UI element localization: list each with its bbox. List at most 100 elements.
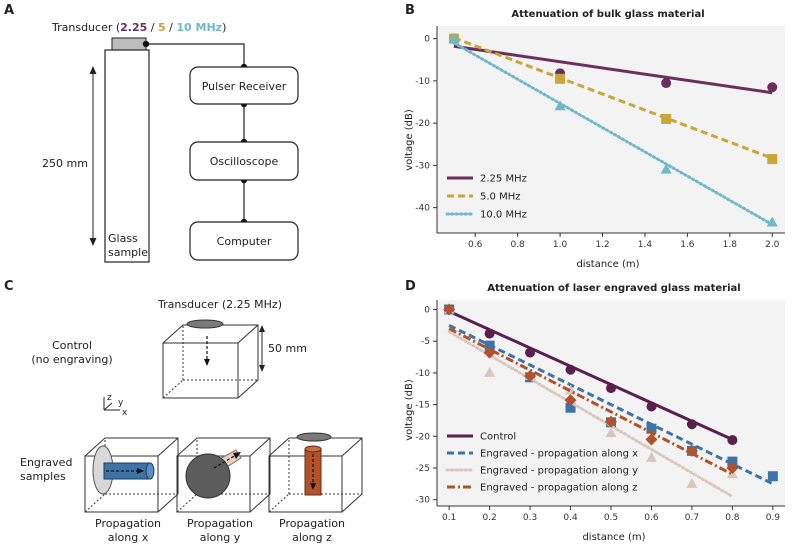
chart-d-series-4-point xyxy=(645,433,658,446)
axis-z-label: z xyxy=(107,393,112,403)
connection-wires xyxy=(146,43,245,222)
chart-d-series-2-point xyxy=(565,402,576,413)
chart-b-series-2-point xyxy=(661,113,672,124)
chart-d-xtick-label: 0.6 xyxy=(644,513,659,523)
panel-label-d: D xyxy=(405,279,416,294)
chart-b-xtick-label: 1.0 xyxy=(553,240,568,250)
length-arrow xyxy=(89,66,97,246)
chart-b-ytick-label: -20 xyxy=(415,119,430,129)
size-label: 50 mm xyxy=(268,342,307,355)
engraved-label-line1: Engraved xyxy=(20,456,72,469)
propagation-x-line1: Propagation xyxy=(95,517,161,530)
control-propagation-arrow xyxy=(204,336,210,366)
chart-d-series-1-point xyxy=(646,401,657,412)
chart-d-series-2-point xyxy=(727,456,738,467)
chart-d-series-4-point xyxy=(605,415,617,428)
chart-d-series-3-fit-line xyxy=(447,330,734,498)
chart-b-series-1-point xyxy=(767,82,778,93)
chart-d-series-1-point xyxy=(565,364,576,375)
chart-d-series-1-point xyxy=(686,419,697,430)
chart-d-series-3-legend-label: Engraved - propagation along y xyxy=(480,466,638,477)
chart-d-series-1-fit-line xyxy=(448,310,734,441)
engraved-label-line2: samples xyxy=(20,470,66,483)
chart-b-xtick-label: 0.8 xyxy=(510,240,525,250)
chart-d-series-1-point xyxy=(525,347,536,358)
chart-b-series-2-point xyxy=(555,73,566,84)
panel-label-c: C xyxy=(4,279,14,294)
panel-label-b: B xyxy=(405,3,415,18)
chart-d-series-2-legend-label: Engraved - propagation along x xyxy=(480,449,638,460)
chart-b-ytick-label: -10 xyxy=(415,77,430,87)
glass-label-line2: sample xyxy=(108,246,148,259)
diagram-c: Transducer (2.25 MHz) Control (no engrav… xyxy=(20,298,363,544)
diagram-a: Transducer (2.25 / 5 / 10 MHz) 250 mm Gl… xyxy=(42,21,299,263)
panel-label-a: A xyxy=(4,3,14,18)
glass-label-line1: Glass xyxy=(108,232,138,245)
chart-b-series-3-point xyxy=(448,32,460,43)
chart-d-series-3-point xyxy=(645,451,657,462)
chart-d-series-1-point xyxy=(727,435,738,446)
chart-b-xtick-label: 0.6 xyxy=(468,240,483,250)
chart-b-ytick-label: 0 xyxy=(424,35,430,45)
chart-d-xtick-label: 0.4 xyxy=(563,513,578,523)
chart-d-series-2-point xyxy=(484,340,495,351)
chart-d-series-2-point xyxy=(767,471,778,482)
chart-d-series-4-point xyxy=(483,346,496,359)
chart-d-series-3-point xyxy=(686,477,698,488)
chart-d-ytick-label: -20 xyxy=(415,432,430,442)
chart-d-xlabel: distance (m) xyxy=(582,532,645,543)
chart-d-xtick-label: 0.1 xyxy=(442,513,456,523)
axis-x-label: x xyxy=(122,408,128,418)
axes-glyph xyxy=(103,397,120,411)
chart-b-xtick-label: 1.2 xyxy=(595,240,609,250)
computer-label: Computer xyxy=(217,235,272,248)
chart-d-series-4-point xyxy=(685,444,698,457)
pulser-receiver-label: Pulser Receiver xyxy=(202,80,287,93)
computer-box xyxy=(189,221,299,261)
propagation-y-line2: along y xyxy=(200,531,241,544)
control-label-line2: (no engraving) xyxy=(31,353,112,366)
cube-along-y xyxy=(176,437,271,513)
chart-d-ytick-label: -15 xyxy=(415,401,430,411)
transducer-block xyxy=(111,37,147,51)
cube-along-x xyxy=(84,437,179,513)
size-arrow xyxy=(259,325,265,372)
chart-d-series-1-point xyxy=(606,383,616,394)
chart-d-series-4-point xyxy=(524,370,537,383)
oscilloscope-label: Oscilloscope xyxy=(210,155,279,168)
chart-d-ytick-label: -30 xyxy=(415,496,430,506)
cube-along-z xyxy=(268,432,363,513)
chart-d-series-4-point xyxy=(443,303,456,316)
chart-b-series-3-point xyxy=(660,163,672,174)
chart-b-ytick-label: -40 xyxy=(415,204,430,214)
chart-d-series-1-legend-label: Control xyxy=(480,432,516,443)
propagation-y-line1: Propagation xyxy=(187,517,253,530)
chart-b-xlabel: distance (m) xyxy=(576,259,639,270)
chart-b-series-3-point xyxy=(766,216,778,227)
chart-d-xtick-label: 0.5 xyxy=(604,513,618,523)
chart-b-xtick-label: 1.4 xyxy=(638,240,653,250)
axis-y-label: y xyxy=(118,398,124,408)
chart-b-series-3-fit-line xyxy=(452,41,774,227)
chart-b-series-3-legend-label: 10.0 MHz xyxy=(480,210,527,221)
chart-d-xtick-label: 0.9 xyxy=(766,513,781,523)
chart-d-series-1-point xyxy=(484,328,495,339)
chart-d-ytick-label: -5 xyxy=(421,337,430,347)
chart-d-series-4-point xyxy=(726,461,739,474)
chart-d-xtick-label: 0.8 xyxy=(725,513,740,523)
chart-b-series-2-legend-label: 5.0 MHz xyxy=(480,192,520,203)
chart-b-xtick-label: 2.0 xyxy=(765,240,780,250)
chart-d-series-3-point xyxy=(605,427,617,438)
chart-d-series-4-legend-label: Engraved - propagation along z xyxy=(480,483,637,494)
propagation-z-line2: along z xyxy=(292,531,332,544)
glass-sample xyxy=(104,49,150,263)
chart-b-series-3-point xyxy=(554,100,566,111)
chart-b-series-1-point xyxy=(661,78,672,89)
pulser-receiver-box xyxy=(189,66,299,105)
chart-b-xtick-label: 1.6 xyxy=(680,240,695,250)
chart-d-ytick-label: -25 xyxy=(415,464,430,474)
chart-b-series-1-legend-label: 2.25 MHz xyxy=(480,174,527,185)
chart-d-series-4-fit-line xyxy=(448,327,734,476)
chart-b-ylabel: voltage (dB) xyxy=(404,109,415,171)
